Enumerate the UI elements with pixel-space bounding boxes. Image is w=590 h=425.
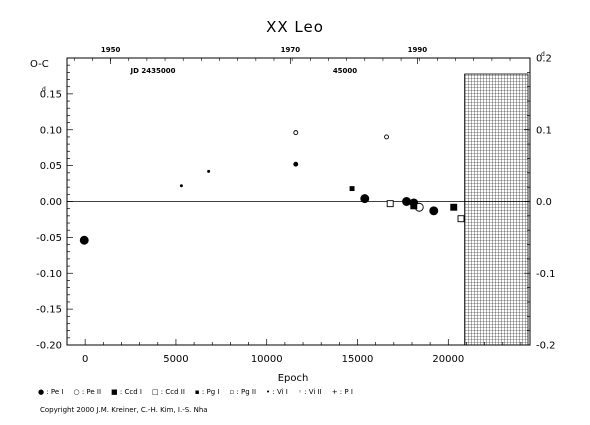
right-tick-label: 0.1 [536, 125, 552, 136]
right-unit-superscript: d [541, 51, 545, 58]
jd-label-start: JD 2435000 [130, 67, 176, 75]
legend-item: ■ : Ccd I [111, 388, 142, 396]
y-tick-label: -0.15 [36, 305, 62, 316]
point-pe-i [79, 235, 89, 245]
x-axis-label: Epoch [278, 373, 309, 384]
y-tick-label: -0.05 [36, 233, 62, 244]
y-tick-label: 0.15 [40, 89, 62, 100]
point-p-i [179, 184, 183, 188]
top-year-label: 1970 [281, 46, 301, 54]
y-tick-label: 0.00 [40, 197, 62, 208]
x-tick-label: 10000 [251, 354, 283, 365]
legend-item: ◦ : Vi II [297, 388, 322, 396]
point-ccd-i [450, 203, 458, 211]
point-vi-ii [384, 134, 390, 140]
y-tick-label: -0.20 [36, 341, 62, 352]
x-tick-label: 0 [82, 354, 88, 365]
y-tick-label: 0.10 [40, 125, 62, 136]
x-tick-label: 5000 [163, 354, 188, 365]
point-p-i [207, 169, 211, 173]
legend-item: ● : Pe I [38, 388, 64, 396]
y-tick-label: -0.10 [36, 269, 62, 280]
right-tick-label: 0.2 [536, 54, 552, 65]
point-pe-i [360, 194, 370, 204]
legend: ● : Pe I ○ : Pe II ■ : Ccd I □ : Ccd II ▪ : … [38, 388, 363, 396]
point-pe-i [429, 206, 439, 216]
legend-item: ▫ : Pg II [229, 388, 257, 396]
legend-item: □ : Ccd II [151, 388, 185, 396]
point-ccd-i [410, 202, 418, 210]
legend-item: + : P I [331, 388, 353, 396]
future-region [464, 73, 529, 346]
x-tick-label: 15000 [342, 354, 374, 365]
y-unit-superscript: d [42, 86, 46, 93]
top-year-label: 1950 [101, 46, 121, 54]
right-tick-label: -0.2 [536, 341, 556, 352]
copyright: Copyright 2000 J.M. Kreiner, C.-H. Kim, … [40, 406, 208, 414]
point-ccd-ii [386, 200, 394, 208]
right-tick-label: 0.0 [536, 197, 552, 208]
point-vi-ii [293, 130, 299, 136]
right-tick-label: -0.1 [536, 269, 556, 280]
legend-item: ▪ : Pg I [194, 388, 220, 396]
top-year-label: 1990 [408, 46, 428, 54]
x-tick-label: 20000 [432, 354, 464, 365]
jd-label-end: 45000 [333, 67, 357, 75]
point-pe-i [402, 197, 411, 206]
legend-item: ○ : Pe II [73, 388, 102, 396]
chart-title: XX Leo [266, 18, 324, 36]
point-ccd-ii [457, 215, 465, 223]
y-axis-label: O-C [30, 59, 49, 70]
legend-item: • : Vi I [266, 388, 288, 396]
point-vi-i [293, 161, 299, 167]
point-pg-i [349, 186, 355, 192]
y-tick-label: 0.05 [40, 161, 62, 172]
